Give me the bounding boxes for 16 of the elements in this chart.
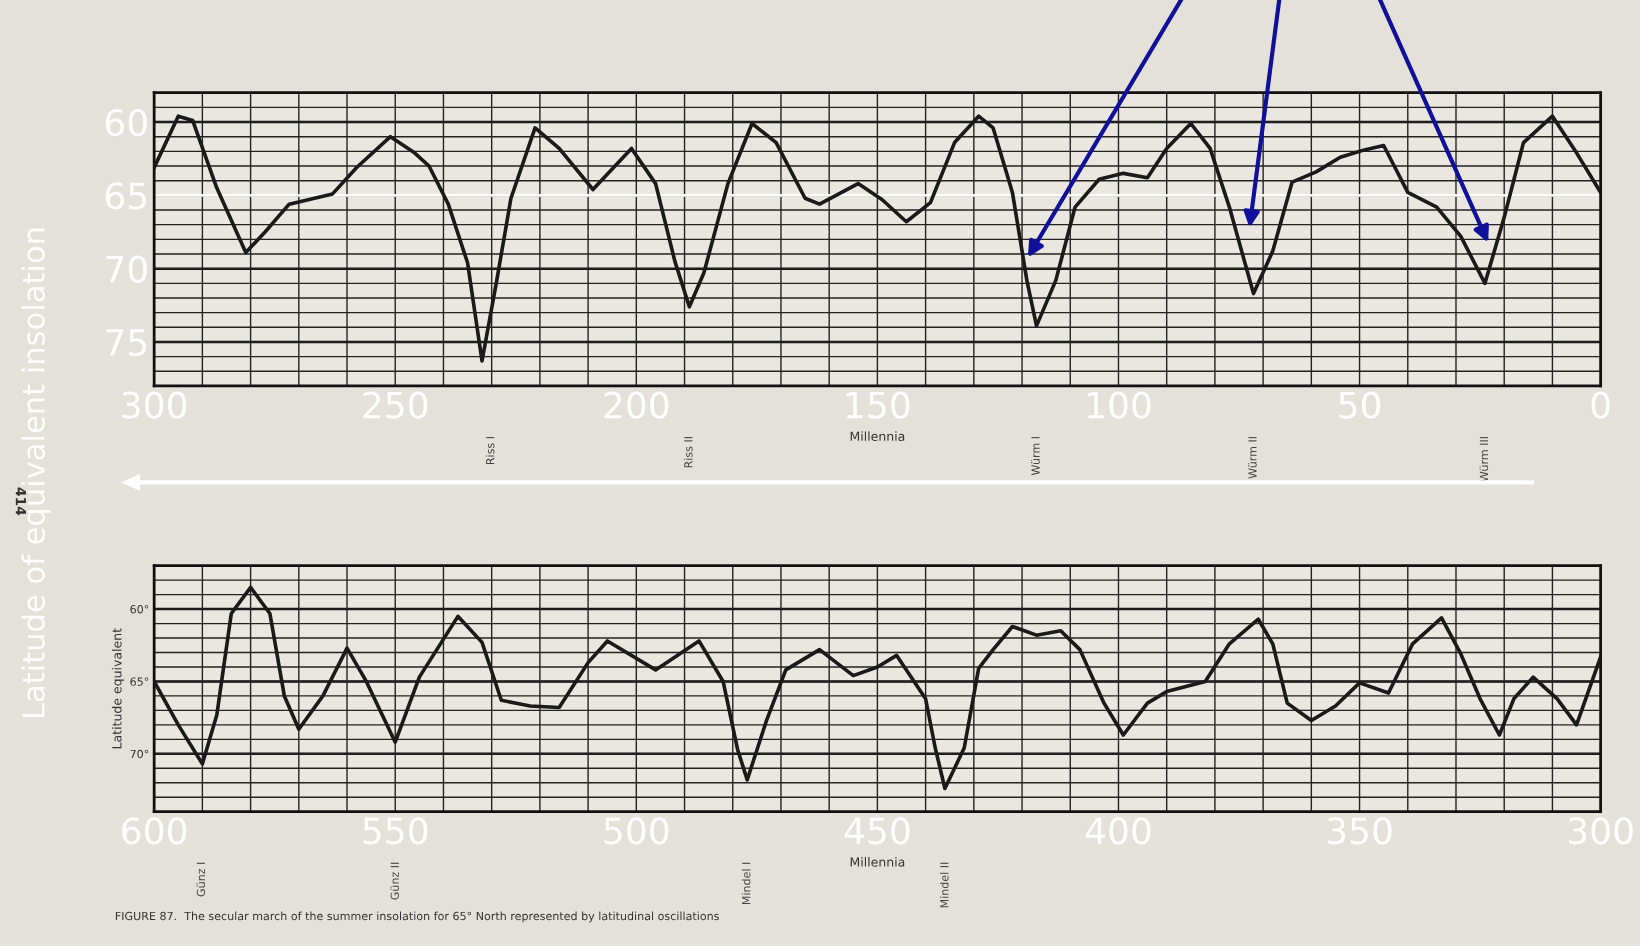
y-tick-label: 65° <box>130 677 149 686</box>
text: Riss I <box>485 437 495 465</box>
text: Würm II <box>1248 437 1257 479</box>
text: Mindel I <box>741 862 751 905</box>
y-axis-title: Latitude equivalent <box>111 628 125 749</box>
text: Mindel II <box>940 862 949 908</box>
x-axis-title: Millennia <box>850 431 905 442</box>
text: Günz I <box>196 862 206 897</box>
text: Günz II <box>390 862 399 900</box>
text: Würm III <box>1479 437 1489 482</box>
text: Riss II <box>683 437 693 468</box>
y-tick-label: 70° <box>130 749 149 759</box>
y-tick-label: 60° <box>130 605 149 614</box>
caption: FIGURE 87. The secular march of the summer insolation for 65° North represented by latitudinal oscillations <box>115 911 719 923</box>
x-axis-title: Millennia <box>850 857 905 867</box>
text: Würm I <box>1031 437 1040 476</box>
